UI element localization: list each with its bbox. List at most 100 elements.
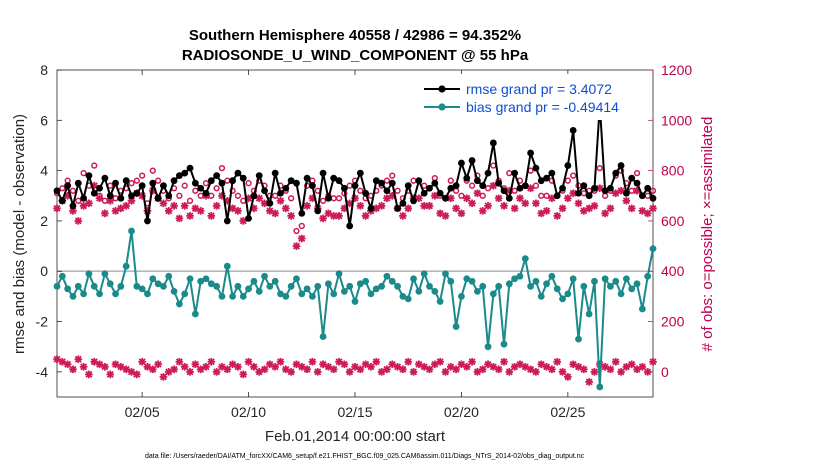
y-tick-label-right: 200	[661, 314, 685, 330]
bias-point	[511, 275, 519, 283]
bias-point	[324, 280, 332, 288]
rmse-point	[245, 215, 252, 222]
obs-marker-stroke	[159, 199, 167, 207]
obs-baseline-marker	[399, 365, 407, 374]
obs-marker-stroke	[170, 365, 178, 373]
rmse-point	[356, 169, 364, 177]
obs-marker-stroke	[319, 214, 327, 222]
y-tick-label-right: 1000	[661, 112, 692, 128]
obs-possible-marker	[229, 187, 236, 194]
rmse-point	[644, 184, 652, 192]
obs-marker-stroke	[527, 365, 535, 373]
bias-point	[191, 310, 199, 318]
bias-point	[638, 305, 646, 313]
bias-point	[197, 277, 205, 285]
obs-marker-stroke	[128, 197, 135, 205]
obs-assimilated-marker	[292, 242, 301, 250]
bias-point	[575, 335, 582, 343]
bias-point	[298, 290, 306, 298]
obs-marker-stroke	[441, 368, 449, 376]
rmse-point	[580, 182, 588, 190]
obs-assimilated-marker	[399, 212, 407, 220]
obs-assimilated-marker	[212, 202, 221, 210]
obs-possible-marker	[287, 195, 295, 202]
x-tick-label: 02/10	[231, 404, 266, 420]
rmse-point	[628, 174, 636, 182]
bias-point	[399, 292, 407, 300]
obs-assimilated-marker	[404, 204, 413, 213]
rmse-point	[101, 174, 109, 182]
bias-point	[213, 282, 221, 290]
obs-marker-stroke	[229, 360, 237, 368]
obs-baseline-marker	[409, 368, 418, 376]
bias-point	[500, 340, 508, 348]
obs-possible-marker	[69, 187, 77, 194]
rmse-point	[404, 182, 412, 190]
obs-marker-stroke	[239, 217, 247, 225]
obs-baseline-marker	[436, 357, 444, 366]
obs-assimilated-marker	[601, 209, 609, 218]
ticks-layer: -4 -2 0 2 4 6 8 0 200 400 600 800 1000 1200 02/05 02/10…	[36, 62, 693, 420]
rmse-point	[298, 209, 306, 217]
obs-baseline-marker	[260, 365, 269, 374]
obs-marker-stroke	[234, 207, 242, 215]
legend-box	[418, 74, 650, 120]
bias-point	[601, 275, 609, 283]
obs-possible-marker	[570, 172, 577, 179]
obs-baseline-marker	[106, 370, 115, 379]
bias-point	[175, 300, 183, 308]
bias-point	[484, 343, 492, 351]
obs-baseline-marker	[154, 360, 162, 369]
obs-marker-stroke	[575, 199, 582, 207]
rmse-point	[489, 139, 497, 147]
obs-baseline-marker	[532, 368, 540, 376]
obs-marker-stroke	[298, 363, 306, 371]
obs-assimilated-marker	[558, 204, 567, 213]
rmse-point	[367, 204, 375, 212]
obs-marker-stroke	[649, 204, 657, 212]
plot-area	[56, 69, 654, 398]
rmse-point	[638, 192, 646, 200]
obs-marker-stroke	[80, 363, 88, 371]
obs-baseline-marker	[367, 363, 375, 371]
obs-marker-stroke	[351, 363, 359, 371]
obs-baseline-marker	[79, 363, 88, 371]
obs-marker-stroke	[644, 209, 652, 217]
y-tick-label-left: 2	[40, 213, 48, 229]
y-tick-label-left: 8	[40, 62, 48, 78]
bias-point	[612, 277, 620, 285]
obs-marker-stroke	[463, 194, 471, 202]
obs-marker-stroke	[457, 360, 465, 368]
obs-marker-stroke	[500, 358, 508, 366]
obs-marker-stroke	[277, 358, 284, 366]
bias-point	[133, 282, 141, 290]
obs-baseline-marker	[606, 365, 615, 374]
obs-marker-stroke	[96, 194, 104, 202]
obs-baseline-marker	[627, 360, 636, 369]
bias-point	[207, 280, 215, 288]
obs-marker-stroke	[271, 209, 279, 217]
obs-baseline-marker	[250, 363, 258, 371]
bias-point	[394, 282, 401, 290]
obs-assimilated-marker	[297, 234, 306, 243]
obs-marker-stroke	[138, 358, 146, 366]
rmse-point	[388, 179, 396, 187]
obs-marker-stroke	[287, 212, 295, 220]
obs-assimilated-marker	[494, 194, 503, 203]
obs-assimilated-marker	[255, 194, 264, 203]
obs-possible-marker	[394, 187, 401, 194]
obs-marker-stroke	[207, 212, 215, 220]
obs-marker-stroke	[622, 197, 630, 205]
bias-point	[426, 282, 433, 290]
bias-point	[330, 290, 338, 298]
obs-baseline-marker	[148, 365, 157, 374]
obs-marker-stroke	[537, 360, 545, 368]
bias-point	[431, 287, 439, 295]
obs-baseline-marker	[313, 368, 322, 376]
rmse-point	[543, 174, 550, 182]
obs-marker-stroke	[149, 365, 157, 373]
bias-point	[617, 290, 625, 298]
obs-marker-stroke	[447, 363, 455, 371]
obs-baseline-marker	[558, 368, 567, 376]
obs-possible-marker	[468, 182, 476, 189]
